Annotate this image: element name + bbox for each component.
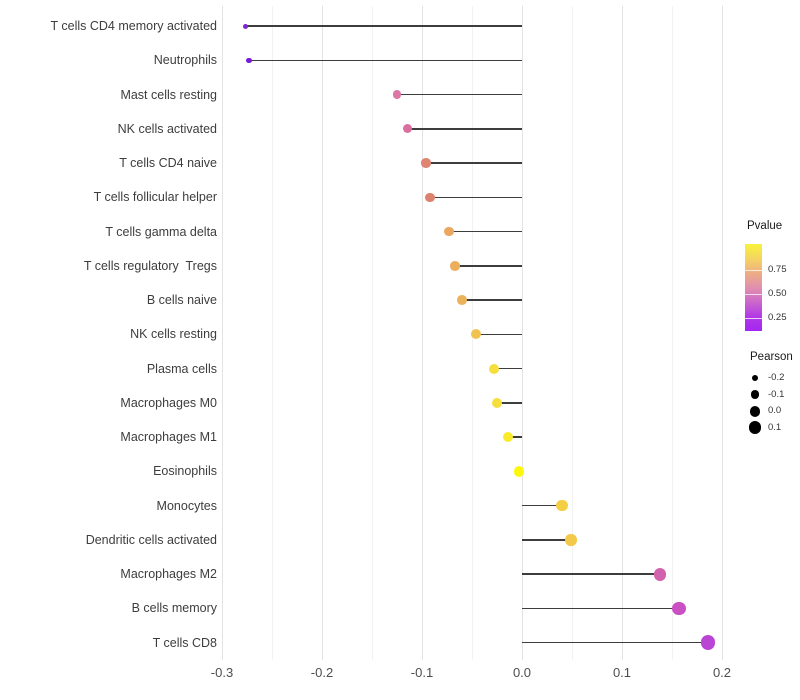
lollipop-dot (653, 567, 667, 581)
pearson-size-label: -0.2 (768, 372, 785, 383)
x-minor-gridline (572, 6, 573, 660)
lollipop-dot (457, 295, 467, 305)
lollipop-dot (242, 23, 248, 29)
x-tick-label: -0.3 (210, 665, 234, 680)
lollipop-segment (462, 299, 522, 301)
lollipop-dot (672, 601, 686, 616)
lollipop-dot (556, 500, 568, 512)
lollipop-dot (488, 363, 500, 374)
lollipop-segment (476, 333, 522, 336)
colorbar-tick-label: 0.50 (768, 288, 787, 300)
x-tick-label: -0.2 (310, 665, 334, 680)
lollipop-dot (392, 90, 402, 99)
x-tick-label: -0.1 (410, 665, 434, 680)
lollipop-dot (444, 226, 454, 237)
lollipop-segment (522, 573, 660, 575)
x-minor-gridline (372, 6, 373, 660)
colorbar-tick-mark (745, 317, 762, 319)
lollipop-segment (407, 128, 522, 130)
pearson-size-dot (749, 405, 761, 417)
pvalue-legend-title: Pvalue (747, 220, 783, 232)
lollipop-dot (491, 397, 503, 408)
y-axis-label: B cells naive (146, 293, 217, 308)
colorbar-tick-mark (745, 270, 762, 272)
lollipop-segment (522, 607, 679, 610)
pearson-legend-title: Pearson (750, 351, 793, 363)
y-axis-label: Macrophages M1 (120, 430, 217, 445)
lollipop-segment (397, 93, 522, 96)
x-minor-gridline (272, 6, 273, 660)
lollipop-segment (249, 59, 522, 61)
lollipop-segment (522, 539, 571, 541)
y-axis-label: T cells regulatory Tregs (83, 258, 217, 273)
pearson-size-dot (748, 421, 762, 435)
pvalue-colorbar (745, 244, 762, 331)
y-axis-label: Neutrophils (153, 53, 217, 68)
lollipop-segment (449, 230, 522, 233)
y-axis-label: T cells CD4 naive (119, 156, 217, 171)
x-major-gridline (522, 6, 523, 660)
lollipop-dot (513, 466, 525, 477)
lollipop-dot (471, 329, 481, 340)
lollipop-segment (522, 504, 562, 507)
y-axis-label: Mast cells resting (120, 87, 217, 102)
lollipop-segment (426, 162, 522, 164)
x-minor-gridline (672, 6, 673, 660)
lollipop-segment (508, 436, 522, 438)
pearson-size-label: -0.1 (768, 388, 785, 400)
x-major-gridline (422, 6, 423, 660)
y-axis-label: T cells CD8 (152, 635, 217, 650)
x-major-gridline (222, 6, 223, 660)
colorbar-tick-mark (745, 294, 762, 296)
lollipop-segment (455, 265, 522, 267)
pearson-size-label: 0.0 (768, 405, 782, 417)
x-major-gridline (322, 6, 323, 660)
lollipop-dot (450, 260, 460, 271)
y-axis-label: T cells gamma delta (105, 224, 217, 239)
pearson-size-dot (751, 374, 759, 382)
y-axis-label: Dendritic cells activated (85, 532, 217, 547)
lollipop-dot (700, 635, 716, 651)
x-tick-label: 0.2 (712, 665, 732, 680)
x-major-gridline (622, 6, 623, 660)
y-axis-label: Eosinophils (153, 464, 217, 479)
lollipop-dot (425, 192, 435, 202)
lollipop-dot (565, 534, 577, 546)
y-axis-label: B cells memory (131, 601, 217, 616)
lollipop-dot (502, 431, 514, 443)
lollipop-segment (494, 367, 522, 370)
x-tick-label: 0.1 (612, 665, 632, 680)
lollipop-segment (522, 641, 708, 644)
lollipop-dot (246, 57, 252, 63)
lollipop-segment (430, 196, 522, 199)
colorbar-tick-label: 0.75 (768, 264, 787, 276)
pearson-size-dot (750, 390, 760, 399)
lollipop-dot (421, 158, 431, 168)
lollipop-dot (402, 124, 412, 134)
x-tick-label: 0.0 (512, 665, 532, 680)
lollipop-segment (497, 402, 522, 404)
y-axis-label: NK cells activated (117, 121, 217, 136)
pearson-size-label: 0.1 (768, 421, 782, 433)
y-axis-label: Macrophages M0 (120, 395, 217, 410)
colorbar-tick-label: 0.25 (768, 311, 787, 323)
y-axis-label: T cells CD4 memory activated (50, 19, 218, 33)
y-axis-label: Monocytes (156, 498, 217, 513)
lollipop-segment (245, 25, 522, 27)
y-axis-label: NK cells resting (130, 327, 217, 342)
y-axis-label: Plasma cells (146, 361, 217, 376)
x-major-gridline (722, 6, 723, 660)
y-axis-label: T cells follicular helper (93, 190, 217, 205)
y-axis-label: Macrophages M2 (120, 567, 217, 582)
